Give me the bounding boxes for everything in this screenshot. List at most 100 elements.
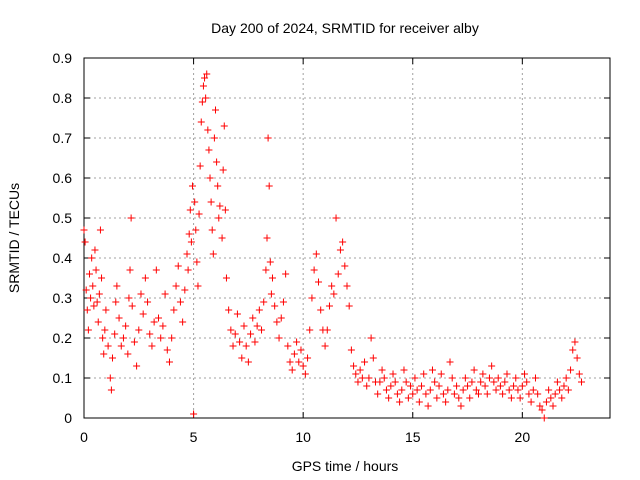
data-point: [560, 382, 568, 390]
data-point: [540, 414, 548, 422]
data-point: [367, 334, 375, 342]
data-point: [157, 334, 165, 342]
data-point: [172, 282, 180, 290]
data-point: [99, 334, 107, 342]
data-point: [95, 290, 103, 298]
data-point: [191, 198, 199, 206]
data-point: [242, 342, 250, 350]
data-point: [115, 314, 123, 322]
data-point: [201, 74, 209, 82]
data-point: [253, 322, 261, 330]
data-point: [492, 386, 500, 394]
y-tick-label: 0.5: [53, 210, 73, 226]
y-tick-label: 0.3: [53, 290, 73, 306]
data-point: [188, 182, 196, 190]
data-point: [216, 202, 224, 210]
x-tick-label: 15: [405, 429, 421, 445]
data-point: [297, 346, 305, 354]
data-point: [229, 342, 237, 350]
data-point: [567, 366, 575, 374]
data-point: [345, 302, 353, 310]
data-point: [101, 326, 109, 334]
data-point: [315, 278, 323, 286]
data-point: [196, 162, 204, 170]
data-point: [150, 318, 158, 326]
data-point: [323, 326, 331, 334]
data-point: [207, 198, 215, 206]
data-point: [213, 158, 221, 166]
data-point: [205, 146, 213, 154]
data-point: [85, 270, 93, 278]
data-point: [321, 342, 329, 350]
data-point: [376, 378, 384, 386]
data-point: [347, 346, 355, 354]
data-point: [233, 310, 241, 318]
data-point: [490, 378, 498, 386]
y-tick-label: 0.9: [53, 50, 73, 66]
data-point: [87, 294, 95, 302]
data-point: [402, 378, 410, 386]
data-point: [358, 374, 366, 382]
data-point: [578, 378, 586, 386]
data-point: [299, 362, 307, 370]
data-point: [413, 386, 421, 394]
data-point: [163, 346, 171, 354]
chart-title: Day 200 of 2024, SRMTID for receiver alb…: [211, 20, 479, 36]
data-point: [174, 262, 182, 270]
data-point: [330, 290, 338, 298]
data-point: [219, 166, 227, 174]
data-point: [350, 362, 358, 370]
data-point: [564, 386, 572, 394]
y-tick-label: 0.4: [53, 250, 73, 266]
data-point: [184, 266, 192, 274]
data-point: [422, 390, 430, 398]
data-point: [382, 386, 390, 394]
data-point: [542, 398, 550, 406]
data-point: [461, 374, 469, 382]
data-point: [575, 370, 583, 378]
data-point: [332, 214, 340, 222]
data-point: [268, 274, 276, 282]
data-point: [148, 342, 156, 350]
data-point: [400, 366, 408, 374]
data-point: [112, 298, 120, 306]
data-point: [100, 350, 108, 358]
data-point: [251, 338, 259, 346]
data-point: [247, 330, 255, 338]
data-point: [275, 334, 283, 342]
data-point: [562, 374, 570, 382]
data-point: [510, 382, 518, 390]
data-point: [179, 318, 187, 326]
data-point: [209, 250, 217, 258]
data-point: [304, 354, 312, 362]
data-point: [369, 354, 377, 362]
data-point: [494, 374, 502, 382]
data-point: [435, 382, 443, 390]
data-point: [94, 318, 102, 326]
data-point: [137, 290, 145, 298]
data-point: [393, 390, 401, 398]
data-point: [206, 174, 214, 182]
data-point: [398, 386, 406, 394]
data-point: [181, 286, 189, 294]
data-point: [90, 302, 98, 310]
data-point: [387, 382, 395, 390]
data-point: [448, 374, 456, 382]
data-point: [190, 410, 198, 418]
data-point: [374, 390, 382, 398]
data-point: [286, 358, 294, 366]
data-point: [444, 386, 452, 394]
data-point: [363, 382, 371, 390]
data-point: [328, 282, 336, 290]
data-point: [194, 282, 202, 290]
data-point: [198, 98, 206, 106]
data-point: [212, 106, 219, 114]
x-axis-label: GPS time / hours: [292, 458, 399, 474]
x-tick-label: 5: [190, 429, 198, 445]
data-point: [199, 82, 207, 90]
data-point: [317, 306, 325, 314]
data-point: [231, 330, 239, 338]
data-point: [266, 258, 274, 266]
